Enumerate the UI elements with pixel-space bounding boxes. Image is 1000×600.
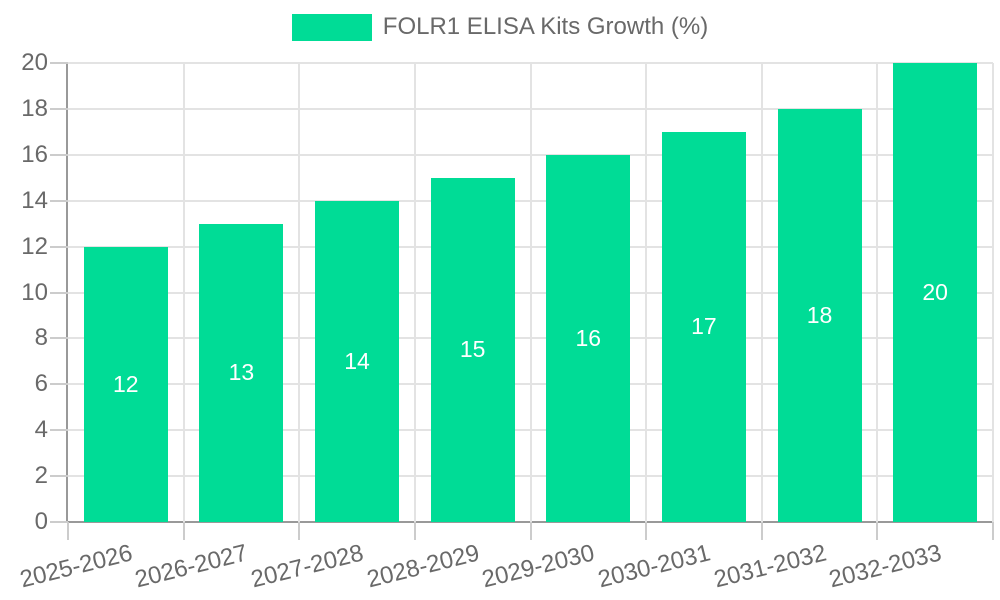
x-tick [182,522,185,540]
y-tick-label: 4 [34,416,48,444]
y-tick-label: 8 [34,324,48,352]
x-tick-label: 2030-2031 [595,539,714,594]
legend-swatch [291,13,372,41]
bar-value-label: 15 [459,336,486,363]
y-tick [50,199,68,202]
bar-value-label: 18 [806,301,833,328]
x-tick [529,522,532,540]
x-tick-label: 2027-2028 [248,539,367,594]
y-tick-label: 12 [21,232,48,260]
bar-value-label: 17 [691,313,717,340]
legend[interactable]: FOLR1 ELISA Kits Growth (%) [0,13,1000,41]
y-tick-label: 6 [34,370,48,398]
y-tick-label: 2 [34,462,48,490]
y-tick [50,62,68,64]
x-tick [760,522,763,540]
x-tick-label: 2031-2032 [710,539,829,594]
bar[interactable]: 16 [546,154,631,522]
bar[interactable]: 18 [777,108,862,522]
y-tick [50,245,68,248]
x-tick-label: 2029-2030 [479,539,598,594]
y-tick [50,429,68,432]
plot-area: 12 13 14 15 16 17 18 20 [68,62,994,522]
x-tick [67,522,69,540]
bar[interactable]: 17 [661,131,746,522]
y-tick [50,521,68,523]
y-tick [50,291,68,294]
bar[interactable]: 13 [199,223,284,522]
y-tick-label: 0 [34,508,48,535]
y-tick [50,337,68,340]
bar[interactable]: 12 [83,246,168,522]
x-tick [413,522,416,540]
bar[interactable]: 20 [893,63,978,522]
v-gridline [413,63,416,522]
bar-value-label: 16 [575,324,602,351]
y-tick-label: 20 [21,49,48,76]
bar[interactable]: 15 [430,177,515,522]
y-tick-label: 10 [21,278,48,306]
bar-value-label: 12 [113,370,139,397]
bar-value-label: 14 [344,347,370,374]
y-tick-label: 14 [21,186,48,214]
v-gridline [298,63,301,522]
bar[interactable]: 14 [315,200,400,522]
v-gridline [760,63,763,522]
y-tick-label: 16 [21,140,48,168]
legend-label: FOLR1 ELISA Kits Growth (%) [382,13,709,40]
x-tick [298,522,301,540]
v-gridline [645,63,648,522]
y-tick-label: 18 [21,94,48,122]
y-tick [50,153,68,156]
x-tick-label: 2028-2029 [363,539,482,594]
v-gridline [876,63,879,522]
x-tick-label: 2026-2027 [132,539,251,594]
v-gridline [182,63,185,522]
y-tick [50,107,68,110]
y-tick [50,383,68,386]
x-tick-label: 2025-2026 [17,539,135,594]
v-gridline [992,63,994,522]
x-tick [992,522,994,540]
bar-value-label: 13 [228,359,255,386]
bar-value-label: 20 [922,279,948,305]
v-gridline [529,63,532,522]
x-tick-label: 2032-2033 [826,539,945,594]
x-tick [645,522,648,540]
y-tick [50,475,68,478]
x-tick [876,522,879,540]
